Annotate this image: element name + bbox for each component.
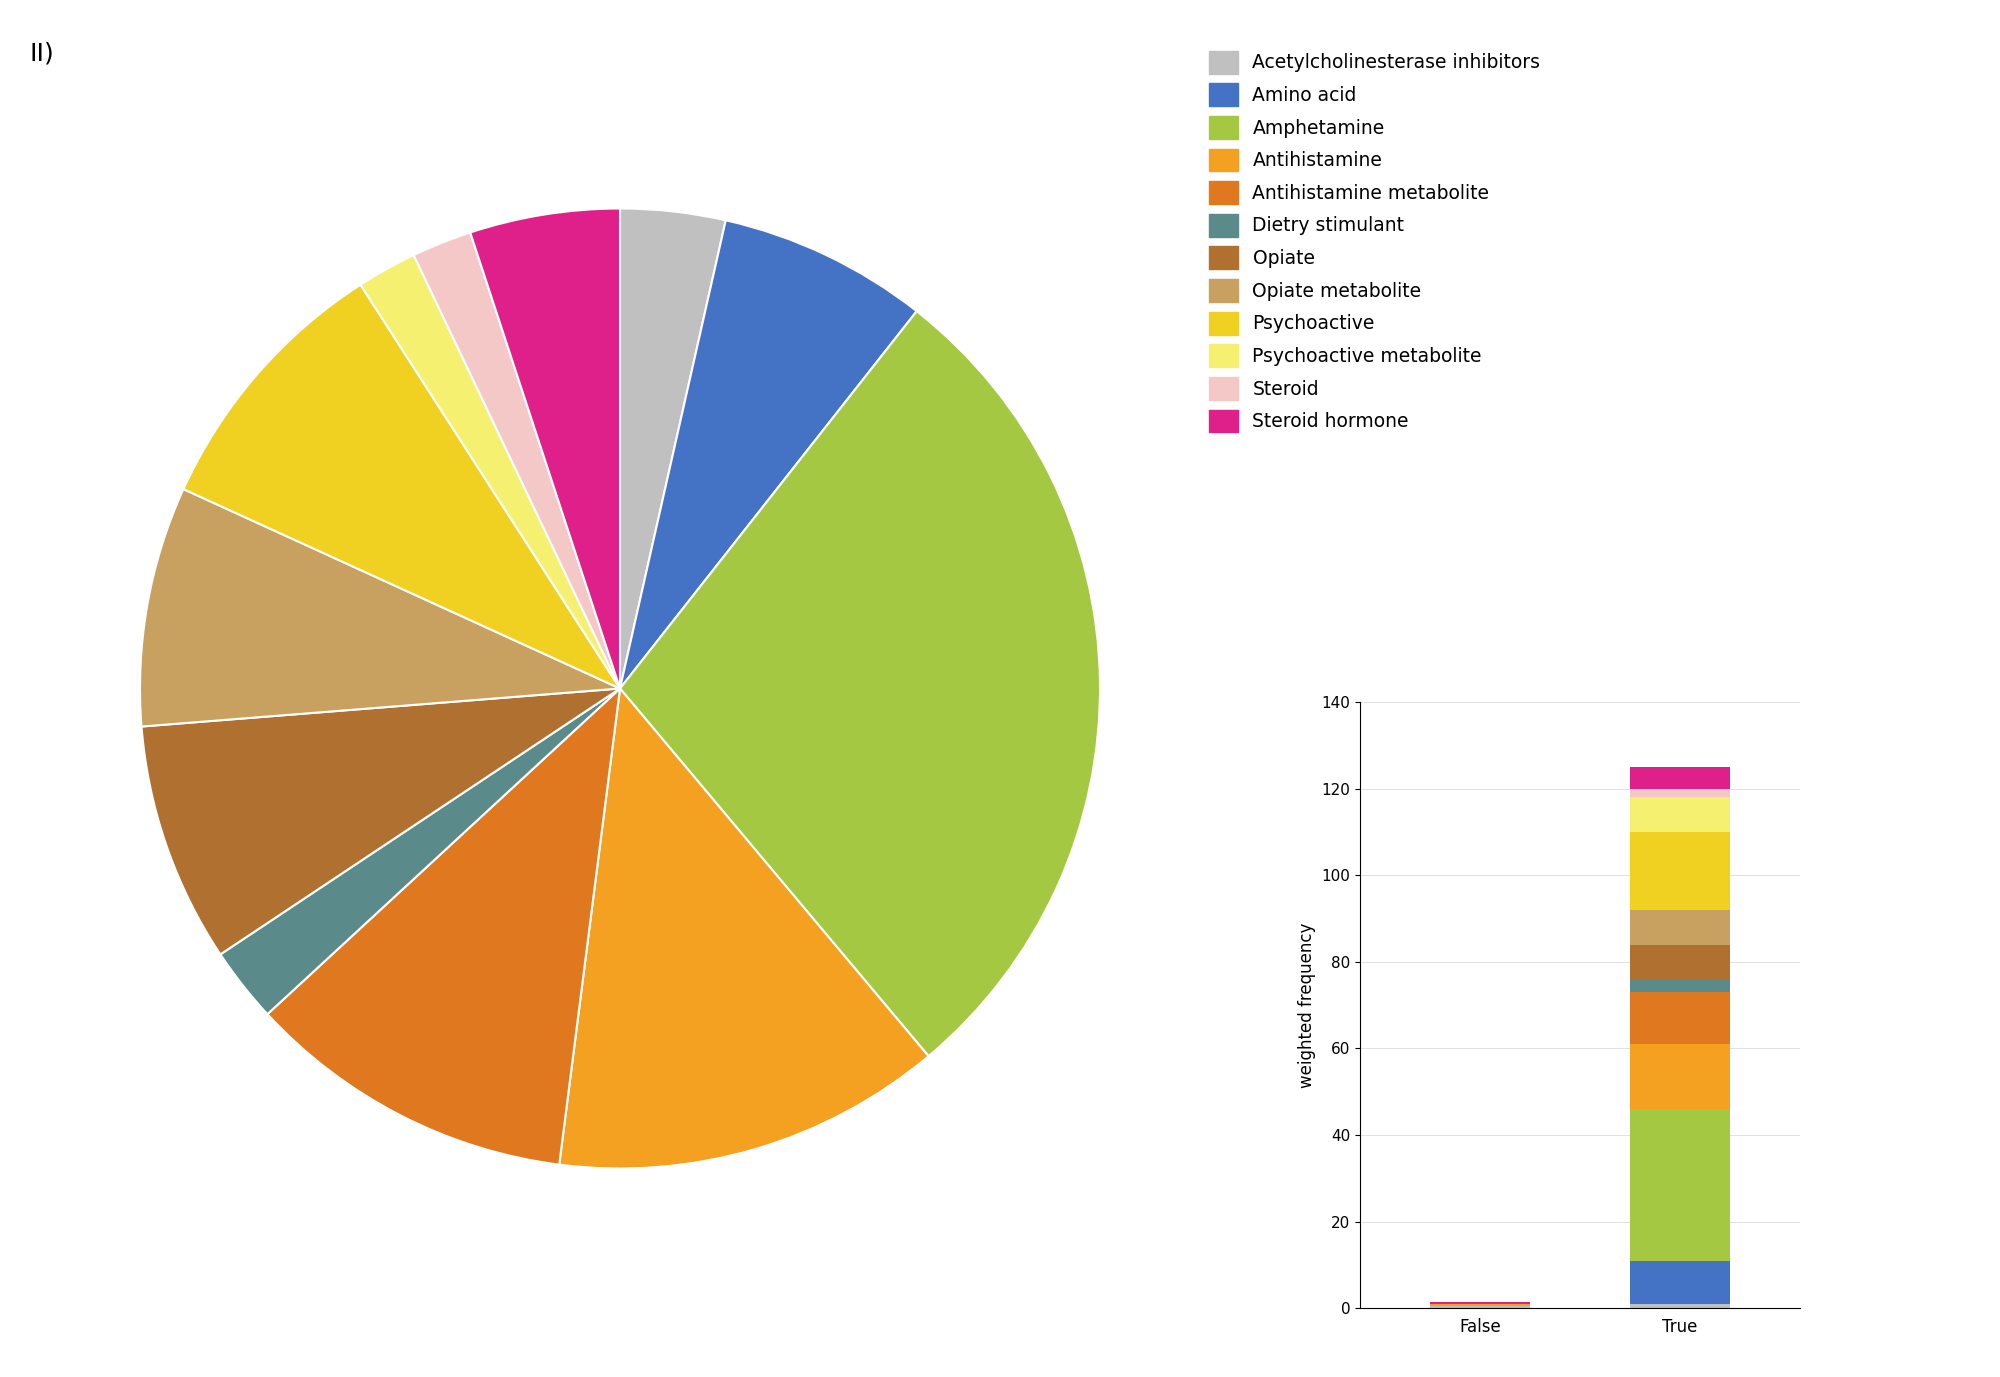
Bar [1630,945,1730,979]
Bar [1630,789,1730,797]
Bar [1630,832,1730,910]
Bar [1630,910,1730,945]
Wedge shape [268,688,620,1165]
Wedge shape [560,688,928,1169]
Wedge shape [140,489,620,727]
Text: II): II) [30,41,54,65]
Bar [1630,767,1730,789]
Legend: Acetylcholinesterase inhibitors, Amino acid, Amphetamine, Antihistamine, Antihis: Acetylcholinesterase inhibitors, Amino a… [1210,51,1540,432]
Wedge shape [220,688,620,1015]
Wedge shape [470,208,620,688]
Bar [1630,1260,1730,1304]
Bar [1430,1301,1530,1304]
Bar [1630,1108,1730,1260]
Y-axis label: weighted frequency: weighted frequency [1298,923,1316,1088]
Wedge shape [184,285,620,688]
Bar [1430,1305,1530,1308]
Wedge shape [142,688,620,954]
Wedge shape [620,208,726,688]
Bar [1630,797,1730,832]
Wedge shape [360,255,620,688]
Bar [1430,1304,1530,1305]
Wedge shape [414,233,620,688]
Wedge shape [620,220,916,688]
Bar [1630,979,1730,993]
Bar [1630,1304,1730,1308]
Bar [1630,993,1730,1044]
Bar [1630,1044,1730,1108]
Wedge shape [620,311,1100,1056]
